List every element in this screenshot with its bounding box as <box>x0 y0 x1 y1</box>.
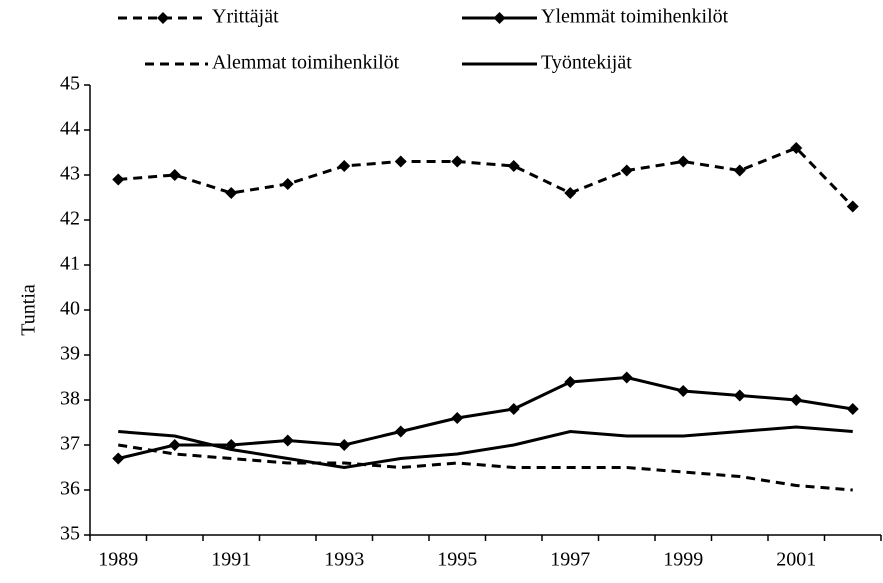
marker <box>281 434 294 447</box>
y-tick-label: 41 <box>60 253 80 275</box>
legend-label: Yrittäjät <box>212 6 279 28</box>
series-line <box>118 425 853 470</box>
marker <box>677 385 690 397</box>
x-tick-label: 1995 <box>437 549 477 571</box>
marker <box>281 178 294 190</box>
x-tick-label: 1993 <box>324 549 364 571</box>
marker <box>620 164 633 177</box>
x-tick-label: 2001 <box>776 549 816 571</box>
series-line <box>118 443 853 492</box>
y-tick-label: 44 <box>60 118 80 140</box>
y-tick-label: 35 <box>60 523 80 545</box>
marker <box>451 155 464 168</box>
marker <box>677 155 690 168</box>
marker <box>112 173 125 186</box>
marker <box>507 160 520 172</box>
x-tick-label: 1999 <box>663 549 703 571</box>
y-tick-label: 36 <box>60 478 80 500</box>
y-axis-label: Tuntia <box>18 284 40 336</box>
y-tick-label: 45 <box>60 73 80 95</box>
marker <box>168 169 181 181</box>
marker <box>620 371 633 384</box>
marker <box>338 439 351 451</box>
marker <box>451 412 464 424</box>
marker <box>846 200 859 213</box>
marker <box>394 425 407 438</box>
marker <box>168 439 181 451</box>
y-tick-label: 39 <box>60 343 80 365</box>
legend-label: Työntekijät <box>541 52 632 74</box>
series-line <box>117 375 853 460</box>
marker <box>846 403 859 415</box>
marker <box>507 403 520 415</box>
legend-label: Ylemmät toimihenkilöt <box>541 6 729 28</box>
legend-label: Alemmat toimihenkilöt <box>212 52 400 74</box>
y-tick-label: 38 <box>60 388 80 410</box>
x-tick-label: 1991 <box>211 549 251 571</box>
marker <box>394 155 407 168</box>
marker <box>733 164 746 177</box>
marker <box>564 376 577 388</box>
x-tick-label: 1989 <box>98 549 138 571</box>
y-tick-label: 37 <box>60 433 80 455</box>
y-tick-label: 42 <box>60 208 80 230</box>
marker <box>733 389 746 402</box>
legend-marker <box>493 12 506 24</box>
y-tick-label: 43 <box>60 163 80 185</box>
marker <box>338 160 351 172</box>
marker <box>790 142 803 154</box>
marker <box>225 187 238 199</box>
legend-marker <box>157 12 169 24</box>
marker <box>112 452 125 465</box>
x-tick-label: 1997 <box>550 549 590 571</box>
marker <box>564 187 577 199</box>
series-line <box>118 146 854 208</box>
marker <box>790 394 803 406</box>
y-tick-label: 40 <box>60 298 80 320</box>
